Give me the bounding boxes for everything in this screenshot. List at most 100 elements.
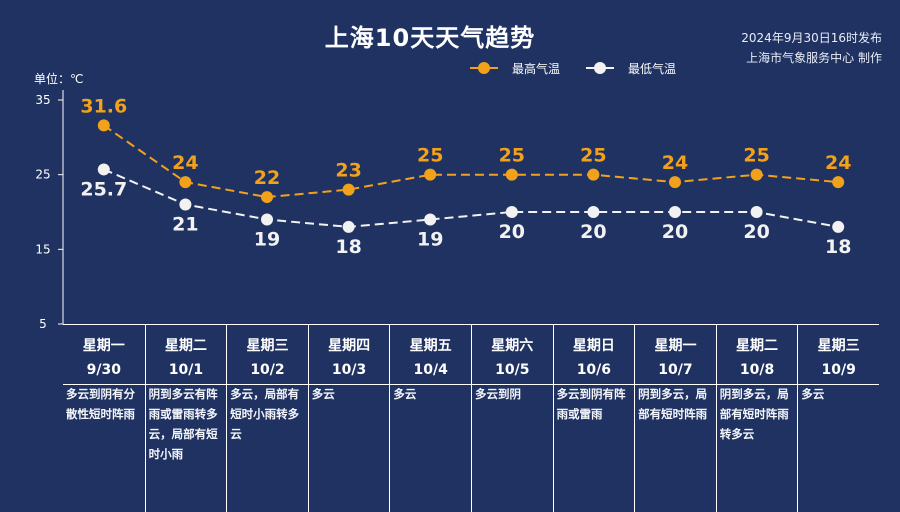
- day-header: 星期日 10/6: [554, 325, 635, 384]
- min-temp-value-label: 18: [825, 236, 851, 258]
- max-temp-value-label: 24: [662, 152, 688, 174]
- max-temp-point: [261, 191, 273, 204]
- forecast-table: 星期一 9/30 多云到阴有分散性短时阵雨 星期二 10/1 阴到多云有阵雨或雷雨转多云，…: [63, 324, 879, 512]
- weather-description: 多云到阴有分散性短时阵雨: [66, 387, 135, 421]
- publish-org: 上海市气象服务中心 制作: [746, 51, 882, 65]
- chart-title: 上海10天天气趋势: [324, 24, 536, 52]
- max-temp-point: [424, 168, 437, 181]
- forecast-day-9: 星期三 10/9 多云: [797, 325, 879, 512]
- weather-description: 多云到阴有阵雨或雷雨: [556, 387, 626, 421]
- weather-description: 多云: [393, 387, 417, 401]
- forecast-day-5: 星期六 10/5 多云到阴: [470, 325, 553, 512]
- weekday-label: 星期三: [246, 338, 289, 354]
- max-temp-point: [342, 183, 355, 196]
- y-axis-unit-label: 单位：℃: [34, 72, 84, 86]
- forecast-day-0: 星期一 9/30 多云到阴有分散性短时阵雨: [63, 325, 145, 512]
- max-temp-value-label: 25: [499, 145, 525, 167]
- date-label: 9/30: [86, 362, 121, 378]
- legend-item-max: 最高气温: [470, 60, 560, 77]
- min-temp-point: [587, 206, 600, 218]
- y-tick-label: 15: [35, 242, 50, 256]
- weather-description: 阴到多云有阵雨或雷雨转多云，局部有短时小雨: [148, 387, 218, 461]
- weather-description: 多云: [801, 387, 825, 401]
- publisher-info: 2024年9月30日16时发布 上海市气象服务中心 制作: [741, 28, 882, 68]
- date-label: 10/7: [658, 362, 693, 378]
- min-temp-value-label: 19: [254, 228, 280, 250]
- legend-min-marker-icon: [586, 62, 615, 74]
- weather-description: 阴到多云，局部有短时阵雨转多云: [719, 387, 789, 441]
- max-temp-value-label: 24: [825, 152, 851, 174]
- day-header: 星期二 10/1: [146, 325, 227, 384]
- publish-date: 2024年9月30日16时发布: [741, 31, 882, 45]
- day-header: 星期一 9/30: [63, 325, 145, 384]
- y-tick-label: 25: [35, 168, 50, 182]
- day-header: 星期三 10/9: [798, 325, 879, 384]
- forecast-day-6: 星期日 10/6 多云到阴有阵雨或雷雨: [552, 325, 635, 512]
- max-temp-value-label: 23: [335, 160, 361, 182]
- weekday-label: 星期日: [572, 338, 615, 354]
- day-header: 星期三 10/2: [227, 325, 308, 384]
- min-temp-value-label: 21: [172, 214, 198, 236]
- min-temp-point: [179, 198, 192, 211]
- legend-max-marker-icon: [470, 62, 498, 74]
- min-temp-value-label: 18: [335, 236, 361, 258]
- forecast-day-3: 星期四 10/3 多云: [307, 325, 390, 512]
- min-temp-point: [424, 213, 437, 226]
- weekday-label: 星期三: [817, 338, 860, 354]
- max-temp-point: [832, 176, 845, 189]
- forecast-day-7: 星期一 10/7 阴到多云，局部有短时阵雨: [634, 325, 716, 512]
- min-temp-point: [97, 163, 110, 176]
- legend-min-label: 最低气温: [628, 61, 677, 76]
- day-header: 星期四 10/3: [309, 325, 390, 384]
- max-temp-value-label: 25: [417, 145, 443, 167]
- day-header: 星期五 10/4: [390, 325, 471, 384]
- y-tick-label: 5: [39, 317, 47, 331]
- max-temp-value-label: 24: [172, 152, 198, 174]
- weekday-label: 星期六: [491, 338, 534, 354]
- max-temp-point: [97, 119, 110, 132]
- min-temp-value-label: 20: [743, 221, 769, 243]
- min-temp-point: [505, 206, 518, 218]
- max-temp-value-label: 22: [254, 167, 280, 189]
- min-temp-line: [103, 168, 839, 228]
- day-header: 星期六 10/5: [472, 325, 553, 384]
- legend-max-label: 最高气温: [512, 61, 561, 76]
- weekday-label: 星期二: [164, 338, 207, 354]
- max-temp-point: [587, 168, 600, 181]
- max-temp-point: [179, 176, 192, 189]
- weather-description: 多云，局部有短时小雨转多云: [230, 387, 300, 441]
- max-temp-value-label: 31.6: [80, 95, 127, 117]
- weekday-label: 星期一: [654, 338, 697, 354]
- weekday-label: 星期一: [82, 338, 125, 354]
- weather-description: 阴到多云，局部有短时阵雨: [638, 387, 708, 421]
- min-temp-point: [342, 220, 355, 233]
- weekday-label: 星期四: [328, 338, 371, 354]
- weekday-label: 星期二: [736, 338, 779, 354]
- weather-description: 多云: [311, 387, 335, 401]
- forecast-day-2: 星期三 10/2 多云，局部有短时小雨转多云: [226, 325, 308, 512]
- min-temp-value-label: 20: [662, 221, 688, 243]
- forecast-day-8: 星期二 10/8 阴到多云，局部有短时阵雨转多云: [715, 325, 798, 512]
- min-temp-point: [669, 206, 681, 218]
- date-label: 10/4: [413, 362, 448, 378]
- min-temp-value-label: 20: [499, 221, 525, 243]
- max-temp-point: [505, 168, 518, 181]
- day-header: 星期一 10/7: [635, 325, 716, 384]
- min-temp-point: [832, 220, 845, 233]
- min-temp-value-label: 20: [580, 221, 606, 243]
- date-label: 10/3: [331, 362, 367, 378]
- max-temp-line: [103, 124, 839, 199]
- max-temp-value-label: 25: [580, 145, 606, 167]
- y-tick-label: 35: [35, 93, 50, 107]
- min-temp-value-label: 19: [417, 228, 443, 250]
- min-temp-value-label: 25.7: [80, 178, 127, 200]
- date-label: 10/1: [168, 362, 204, 378]
- date-label: 10/9: [821, 362, 856, 378]
- date-label: 10/5: [495, 362, 530, 378]
- day-header: 星期二 10/8: [717, 325, 798, 384]
- forecast-day-1: 星期二 10/1 阴到多云有阵雨或雷雨转多云，局部有短时小雨: [144, 325, 227, 512]
- weekday-label: 星期五: [409, 338, 452, 354]
- max-temp-point: [669, 176, 681, 189]
- max-temp-value-label: 25: [743, 145, 769, 167]
